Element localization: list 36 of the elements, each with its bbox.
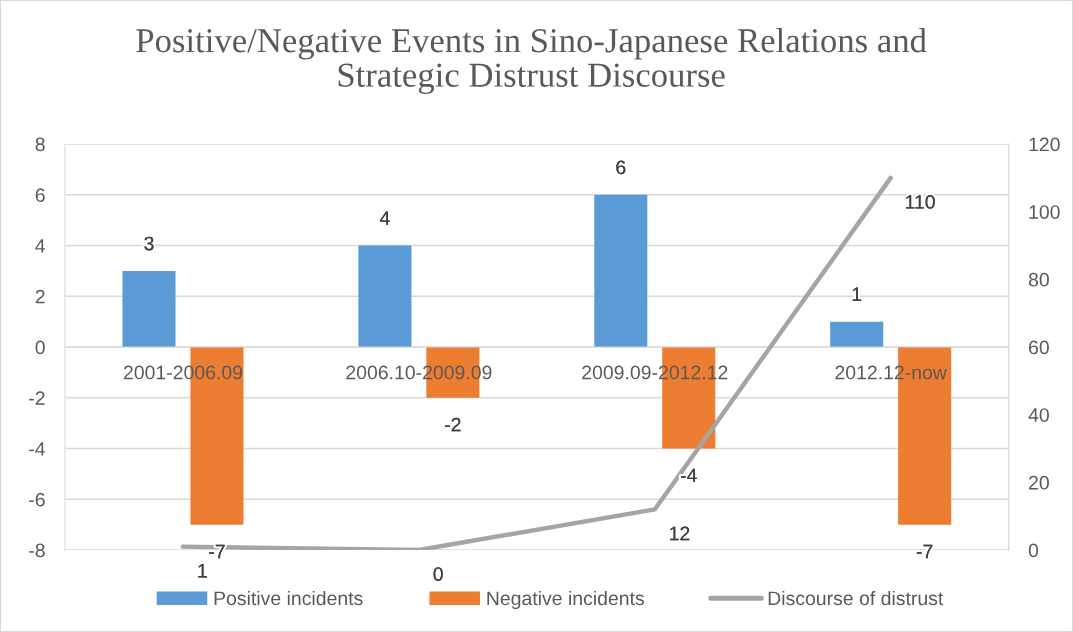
y2-tick-label: 120 [1029, 137, 1060, 152]
y2-tick-label: 100 [1029, 205, 1060, 219]
legend-label: Negative incidents [487, 590, 644, 610]
data-label: 1 [198, 564, 207, 578]
data-label: -2 [445, 417, 461, 432]
legend-label: Positive incidents [214, 590, 363, 606]
data-label: 0 [433, 567, 443, 581]
data-label: 1 [852, 287, 862, 301]
y-tick-label: -6 [29, 492, 45, 507]
y2-tick-label: 80 [1028, 272, 1049, 287]
y-tick-label: 4 [35, 239, 46, 253]
bar [830, 321, 884, 348]
data-label: 4 [379, 211, 390, 225]
y2-tick-label: 40 [1028, 408, 1049, 422]
data-label: -7 [916, 544, 933, 559]
y2-tick-label: 0 [1028, 543, 1039, 558]
bar [594, 194, 648, 348]
y-tick-label: 0 [35, 340, 45, 355]
y2-tick-label: 60 [1029, 340, 1049, 355]
y-tick-label: 6 [35, 188, 45, 203]
data-label: 110 [906, 195, 935, 209]
bar [358, 245, 412, 348]
chart-title: Positive/Negative Events in Sino-Japanese Relations and Strategic Distrust Discourse [136, 28, 927, 95]
bar [122, 270, 176, 348]
y-tick-label: -2 [29, 391, 45, 405]
data-label: -4 [680, 468, 697, 483]
y2-tick-label: 20 [1029, 475, 1049, 490]
legend-label: Discourse of distrust [768, 590, 944, 606]
data-label: 12 [670, 526, 690, 541]
y-tick-label: -4 [29, 442, 46, 456]
y-tick-label: 2 [35, 289, 45, 304]
data-label: 6 [616, 160, 626, 175]
y-tick-label: -8 [29, 543, 45, 558]
y-tick-label: 8 [35, 137, 45, 152]
data-label: 3 [144, 236, 154, 251]
data-label: -7 [209, 544, 225, 559]
